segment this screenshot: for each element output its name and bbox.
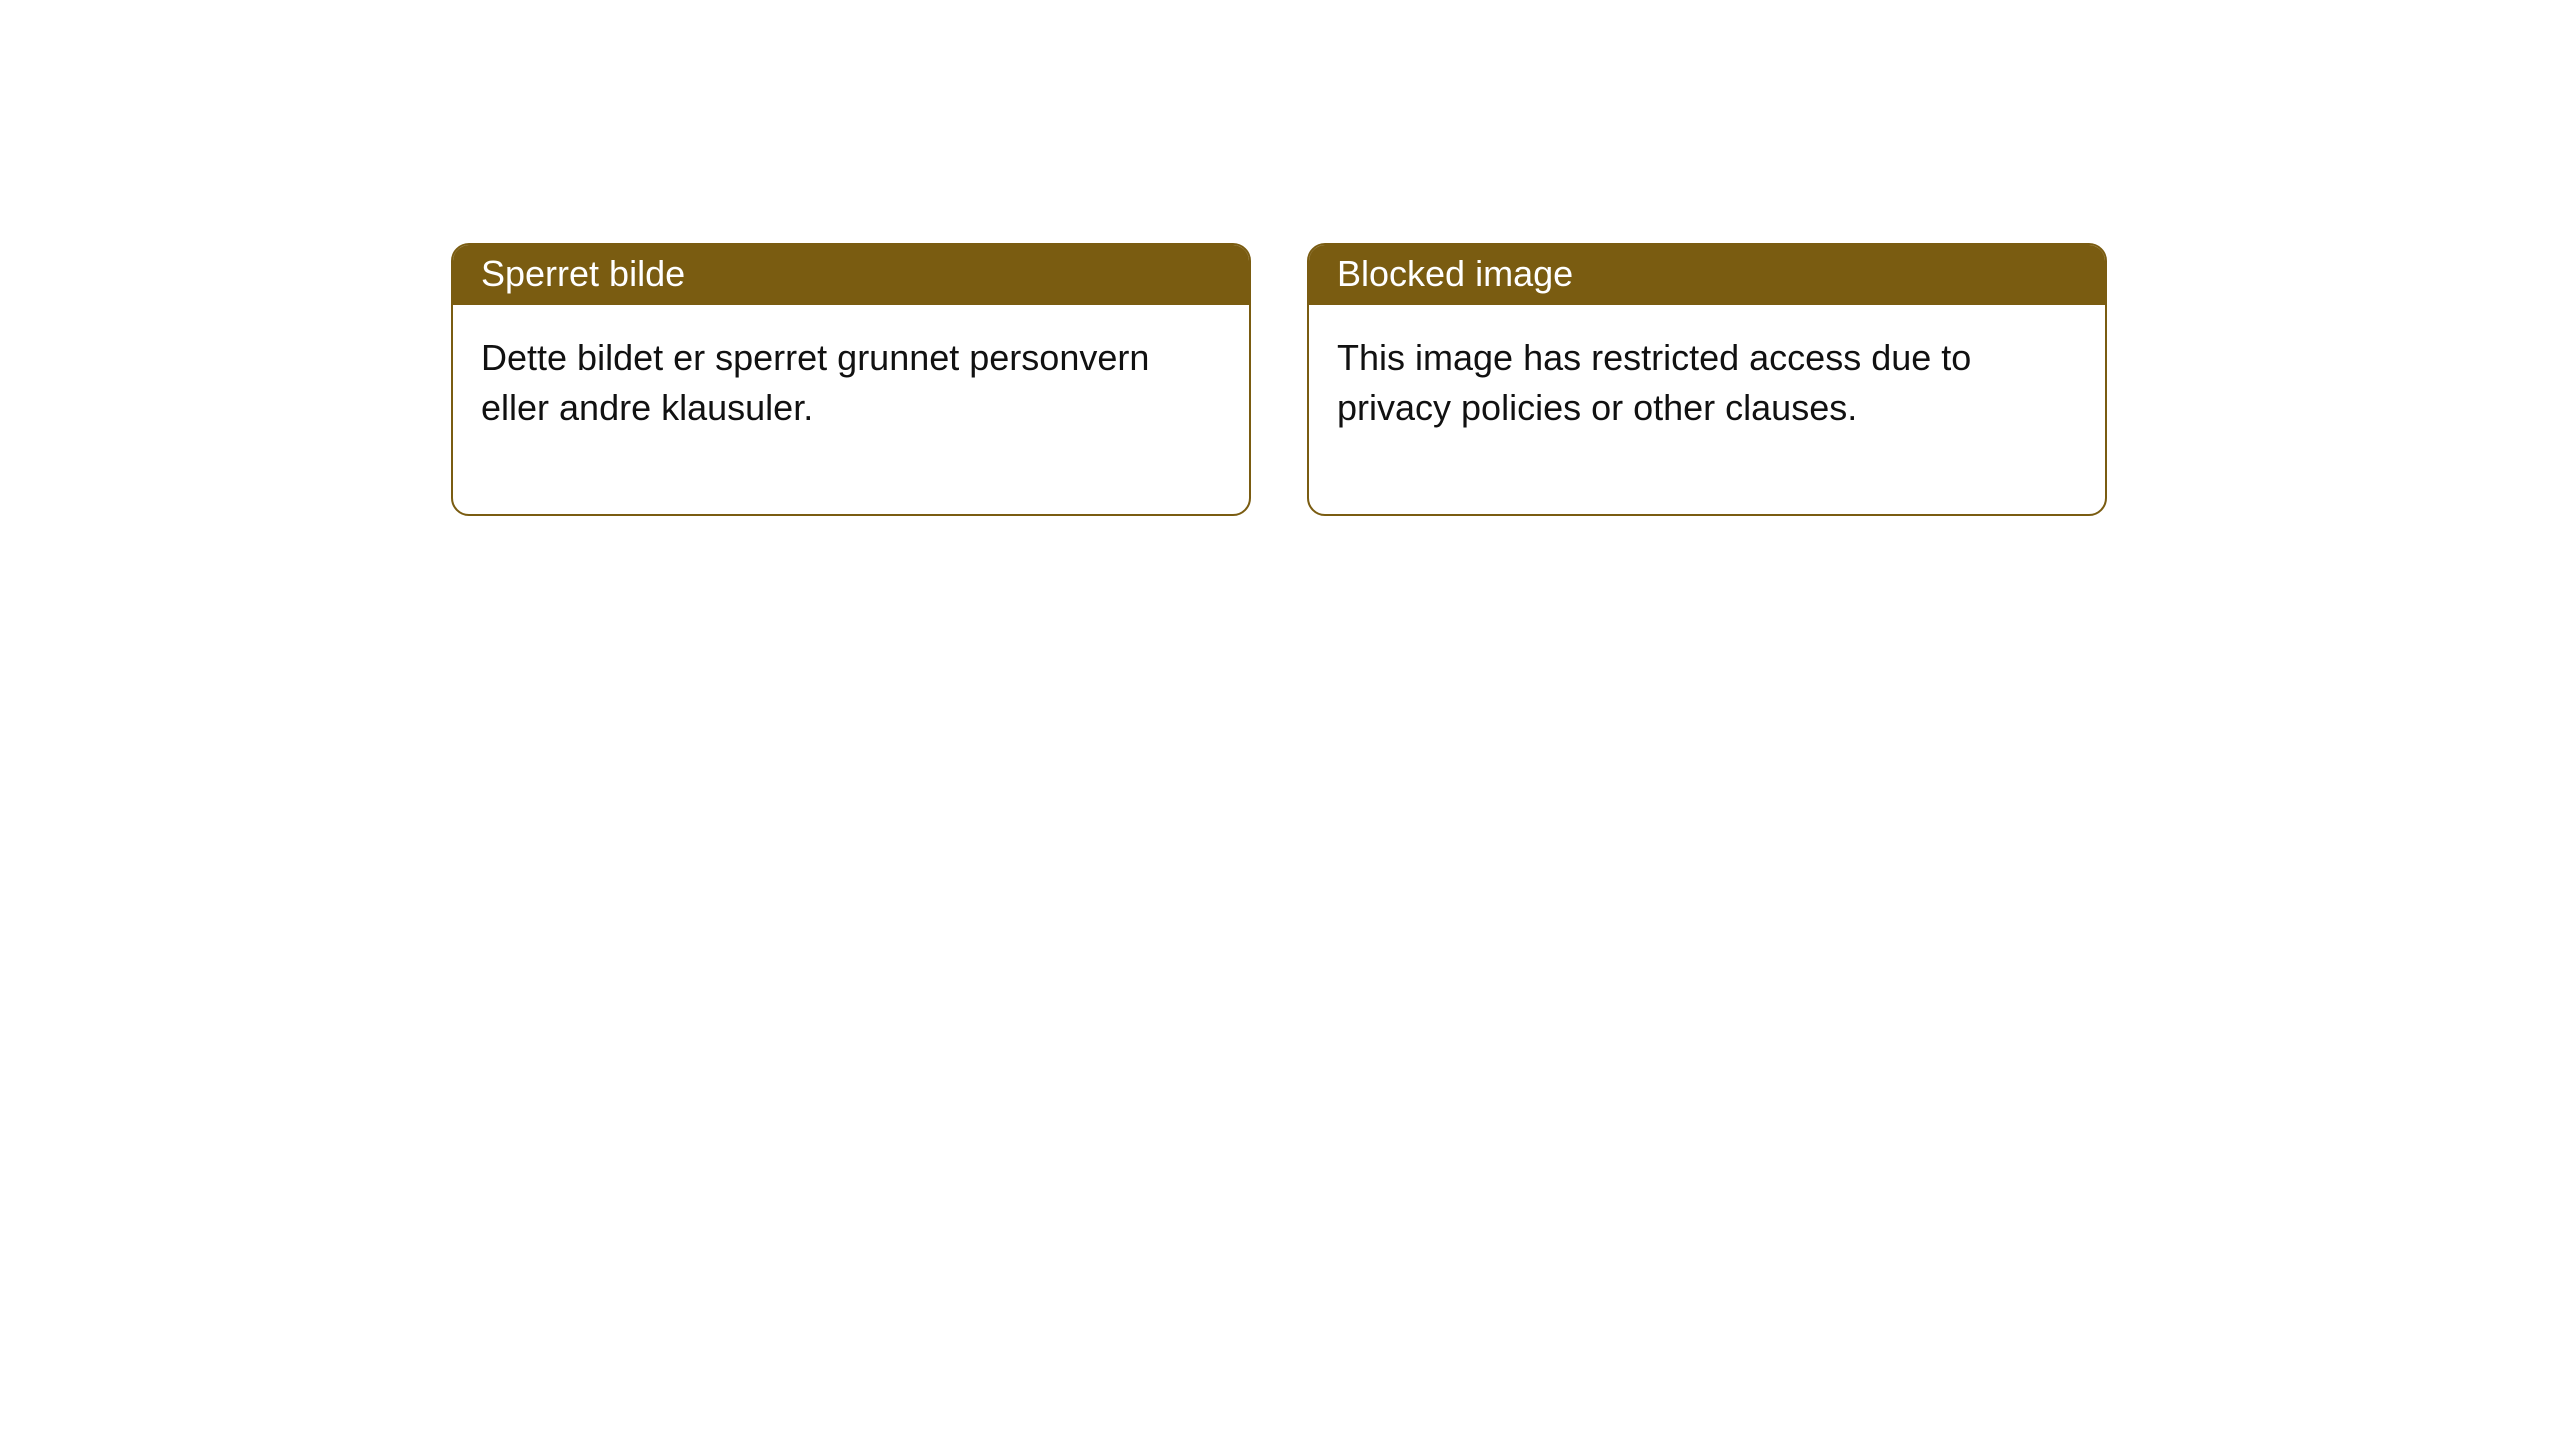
notice-container: Sperret bilde Dette bildet er sperret gr… [451,243,2107,516]
notice-body-english: This image has restricted access due to … [1309,305,2105,514]
notice-header-norwegian: Sperret bilde [453,245,1249,305]
notice-box-norwegian: Sperret bilde Dette bildet er sperret gr… [451,243,1251,516]
notice-body-norwegian: Dette bildet er sperret grunnet personve… [453,305,1249,514]
notice-header-english: Blocked image [1309,245,2105,305]
notice-box-english: Blocked image This image has restricted … [1307,243,2107,516]
